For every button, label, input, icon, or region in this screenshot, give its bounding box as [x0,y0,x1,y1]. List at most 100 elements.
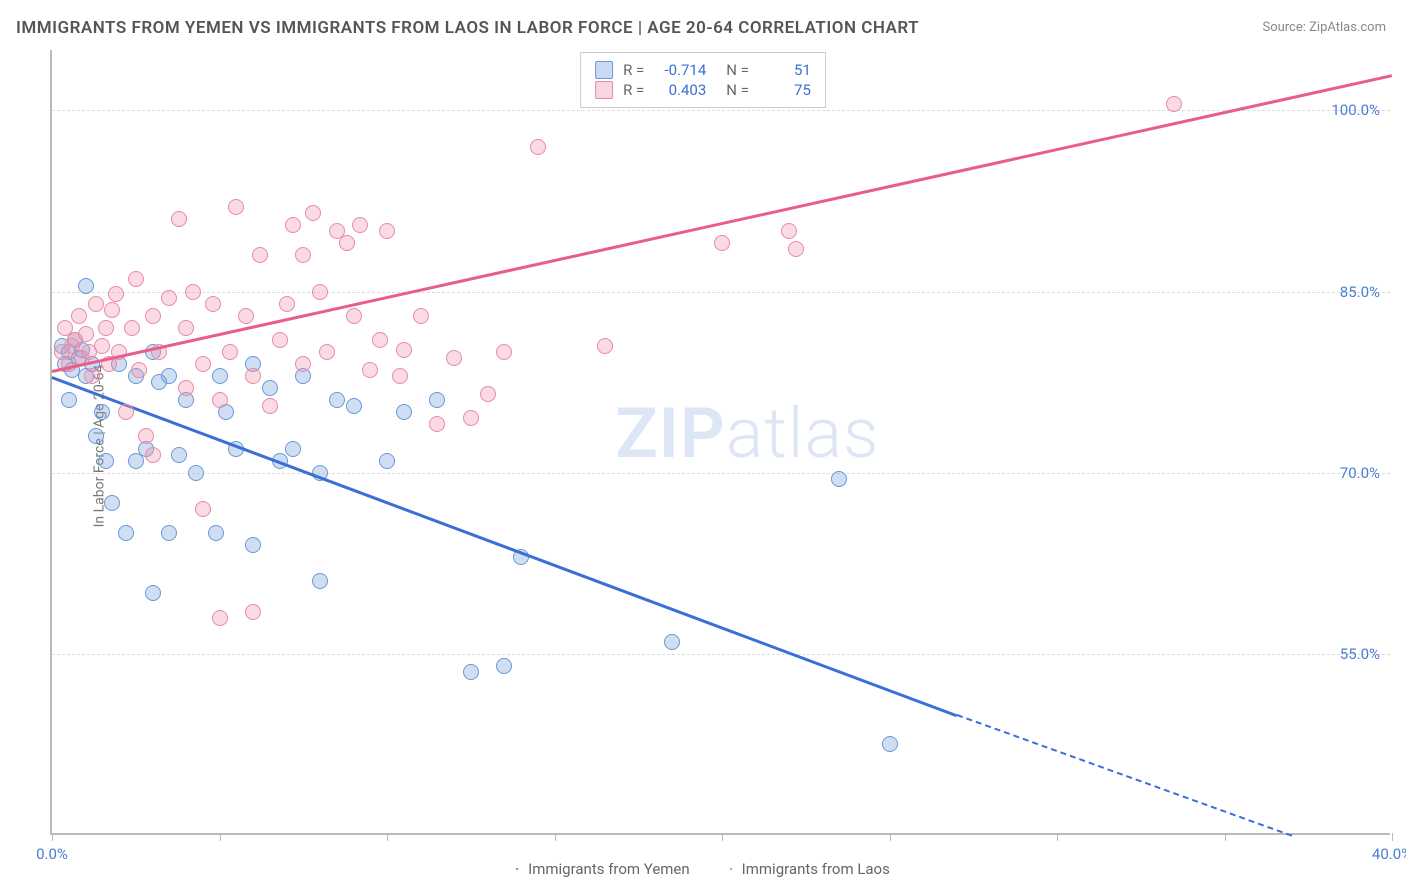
gridline [52,292,1390,293]
data-point [463,664,479,680]
data-point [185,284,201,300]
data-point [496,658,512,674]
legend-R-value: -0.714 [654,61,706,79]
data-point [212,610,228,626]
legend-stats-row: R = -0.714 N = 51 [595,61,811,79]
data-point [882,736,898,752]
xtick-label: 0.0% [36,845,68,863]
data-point [329,392,345,408]
legend-item: Immigrants from Yemen [516,860,690,878]
ytick-label: 55.0% [1340,645,1380,663]
data-point [831,471,847,487]
data-point [312,573,328,589]
data-point [285,217,301,233]
gridline [52,654,1390,655]
data-point [319,344,335,360]
ytick-label: 85.0% [1340,283,1380,301]
data-point [104,495,120,511]
data-point [212,368,228,384]
data-point [252,247,268,263]
data-point [161,368,177,384]
legend-N-label: N = [726,61,749,79]
data-point [195,501,211,517]
ytick-label: 100.0% [1331,101,1380,119]
data-point [188,465,204,481]
xtick-label: 40.0% [1372,845,1406,863]
data-point [245,604,261,620]
data-point [496,344,512,360]
data-point [98,320,114,336]
legend-stats-row: R = 0.403 N = 75 [595,81,811,99]
data-point [78,278,94,294]
correlation-chart: IMMIGRANTS FROM YEMEN VS IMMIGRANTS FROM… [0,0,1406,892]
trendline-extrapolation [956,714,1292,837]
legend-series: Immigrants from Yemen Immigrants from La… [516,860,890,878]
data-point [279,296,295,312]
data-point [228,199,244,215]
watermark: ZIPatlas [615,392,879,474]
data-point [396,342,412,358]
xtick [890,833,891,841]
data-point [178,380,194,396]
data-point [788,241,804,257]
ytick-label: 70.0% [1340,464,1380,482]
xtick [722,833,723,841]
data-point [178,320,194,336]
data-point [212,392,228,408]
data-point [339,235,355,251]
data-point [295,247,311,263]
xtick [555,833,556,841]
data-point [145,447,161,463]
legend-N-value: 75 [759,81,811,99]
legend-swatch-blue [595,61,613,79]
legend-label: Immigrants from Laos [742,860,890,878]
gridline [52,473,1390,474]
data-point [71,308,87,324]
data-point [88,296,104,312]
data-point [118,525,134,541]
legend-R-label: R = [623,61,644,79]
data-point [171,447,187,463]
data-point [379,223,395,239]
data-point [346,398,362,414]
xtick [1057,833,1058,841]
data-point [238,308,254,324]
data-point [346,308,362,324]
legend-swatch-pink [730,868,732,870]
data-point [413,308,429,324]
data-point [312,284,328,300]
data-point [429,392,445,408]
data-point [104,302,120,318]
data-point [138,428,154,444]
data-point [84,368,100,384]
legend-item: Immigrants from Laos [730,860,890,878]
data-point [161,290,177,306]
xtick [1225,833,1226,841]
data-point [94,338,110,354]
data-point [781,223,797,239]
legend-N-value: 51 [759,61,811,79]
data-point [124,320,140,336]
data-point [664,634,680,650]
data-point [245,368,261,384]
data-point [530,139,546,155]
data-point [305,205,321,221]
legend-stats: R = -0.714 N = 51 R = 0.403 N = 75 [580,52,826,108]
data-point [128,271,144,287]
xtick [387,833,388,841]
data-point [61,392,77,408]
legend-swatch-blue [516,868,518,870]
data-point [262,380,278,396]
data-point [262,398,278,414]
legend-swatch-pink [595,81,613,99]
legend-label: Immigrants from Yemen [528,860,690,878]
legend-N-label: N = [726,81,749,99]
data-point [171,211,187,227]
legend-R-value: 0.403 [654,81,706,99]
data-point [98,453,114,469]
data-point [118,404,134,420]
trendline [52,74,1393,372]
data-point [392,368,408,384]
data-point [379,453,395,469]
data-point [463,410,479,426]
